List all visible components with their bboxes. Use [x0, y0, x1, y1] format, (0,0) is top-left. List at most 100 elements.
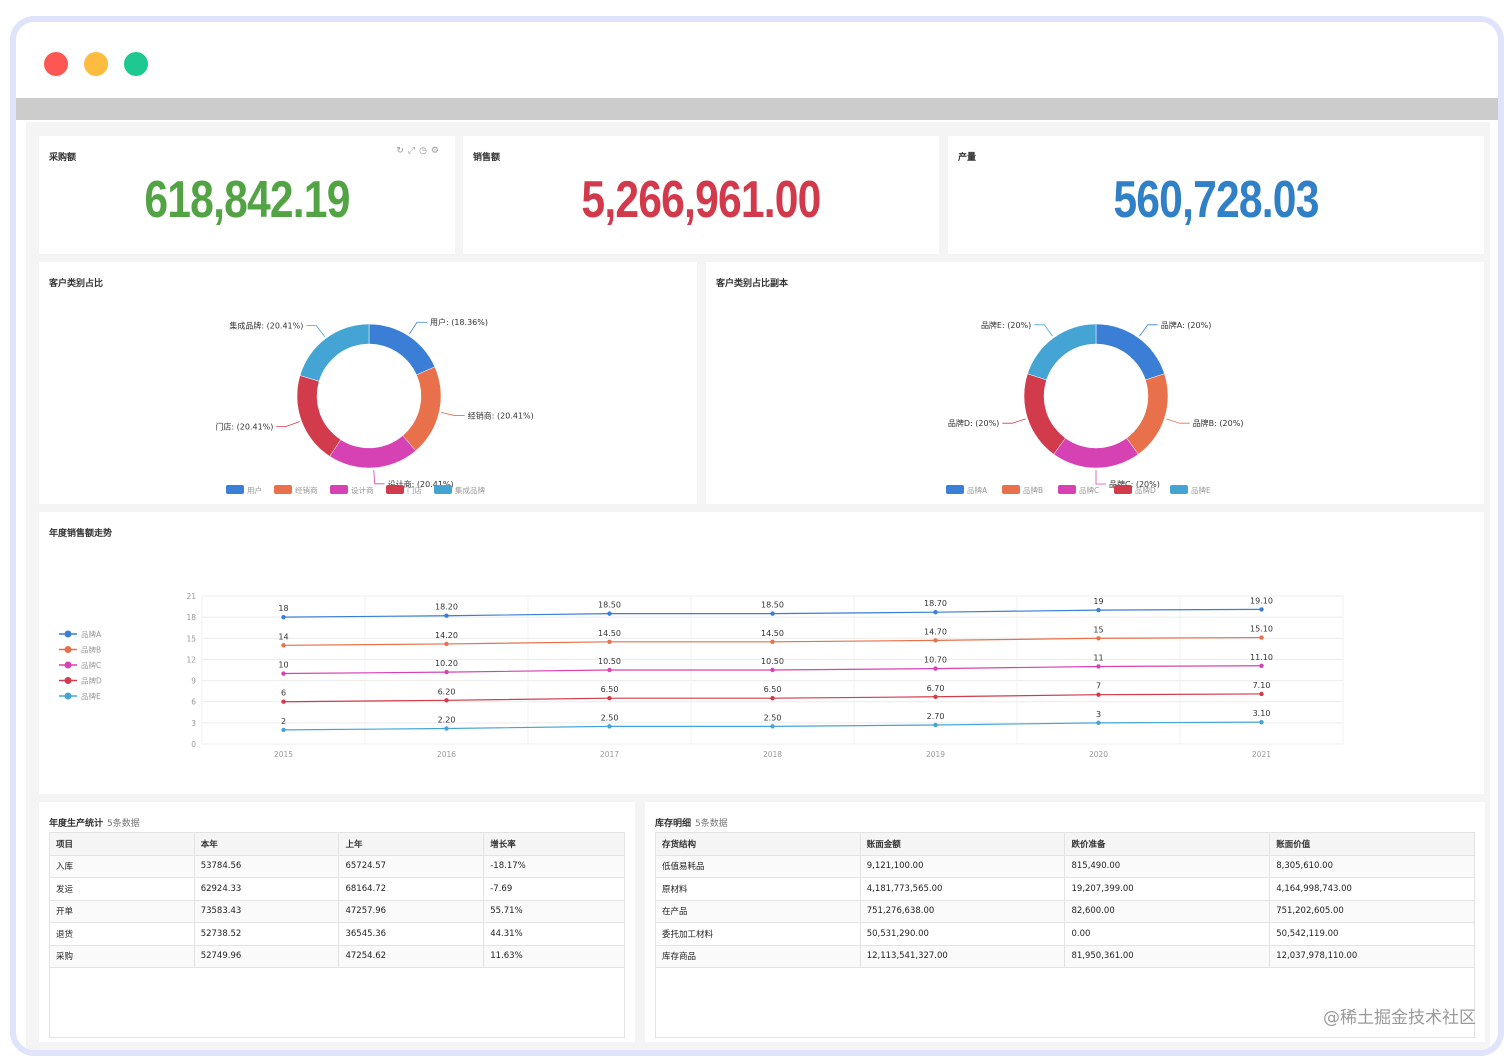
data-point[interactable] — [1096, 692, 1101, 697]
donut-slice-用户[interactable] — [368, 323, 436, 376]
legend-item-设计商[interactable]: 设计商 — [330, 485, 374, 495]
legend-item-品牌D[interactable]: 品牌D — [59, 676, 102, 686]
data-point[interactable] — [281, 643, 286, 648]
column-header[interactable]: 上年 — [338, 832, 485, 856]
table-row[interactable]: 入库 53784.56 65724.57 -18.17% — [49, 854, 625, 878]
column-header[interactable]: 本年 — [193, 832, 340, 856]
table-row[interactable]: 退货 52738.52 36545.36 44.31% — [49, 922, 625, 946]
data-point[interactable] — [1259, 635, 1264, 640]
legend-item-品牌D[interactable]: 品牌D — [1114, 485, 1156, 495]
legend-marker — [64, 646, 72, 653]
data-point[interactable] — [444, 613, 449, 618]
table-row[interactable]: 发运 62924.33 68164.72 -7.69 — [49, 877, 625, 901]
data-point[interactable] — [770, 724, 775, 729]
clock-icon[interactable]: ◷ — [419, 146, 431, 156]
legend-item-品牌B[interactable]: 品牌B — [59, 645, 101, 655]
donut-slice-品牌A[interactable] — [1095, 323, 1165, 381]
data-point[interactable] — [933, 666, 938, 671]
legend-label: 品牌D — [81, 676, 102, 686]
donut-slice-品牌E[interactable] — [1027, 323, 1097, 381]
legend-swatch — [330, 485, 348, 494]
data-point[interactable] — [281, 671, 286, 676]
data-point[interactable] — [607, 639, 612, 645]
data-point[interactable] — [1259, 719, 1264, 725]
table-row[interactable]: 采购 52749.96 47254.62 11.63% — [49, 944, 625, 968]
data-point[interactable] — [933, 694, 938, 699]
column-header[interactable]: 账面金额 — [859, 832, 1066, 856]
column-header[interactable]: 增长率 — [483, 832, 625, 856]
legend-item-品牌C[interactable]: 品牌C — [1058, 485, 1099, 495]
browser-window: 采购额 ↻⤢◷⚙ 618,842.19 销售额 5,266,961.00 产量 … — [10, 16, 1504, 1056]
donut-slice-设计商[interactable] — [329, 435, 417, 469]
donut-slice-品牌D[interactable] — [1023, 373, 1066, 455]
column-header[interactable]: 项目 — [49, 832, 195, 856]
donut-slice-品牌C[interactable] — [1053, 437, 1139, 469]
legend-item-品牌C[interactable]: 品牌C — [59, 660, 101, 670]
data-point[interactable] — [1096, 664, 1101, 669]
table-cell: 开单 — [49, 899, 195, 923]
table-row[interactable]: 库存商品 12,113,541,327.00 81,950,361.00 12,037… — [655, 944, 1475, 968]
close-window-button[interactable] — [44, 52, 68, 76]
legend-item-用户[interactable]: 用户 — [226, 485, 262, 495]
data-point[interactable] — [607, 695, 612, 701]
data-point[interactable] — [1259, 691, 1264, 697]
legend-item-品牌E[interactable]: 品牌E — [59, 691, 101, 701]
data-point[interactable] — [607, 724, 612, 729]
data-point[interactable] — [770, 611, 775, 616]
column-header[interactable]: 存货结构 — [655, 832, 861, 856]
data-point[interactable] — [1259, 663, 1264, 668]
data-point[interactable] — [607, 611, 612, 616]
x-tick-label: 2018 — [763, 750, 782, 759]
legend-item-品牌A[interactable]: 品牌A — [946, 485, 988, 495]
donut-slice-品牌B[interactable] — [1126, 373, 1169, 455]
data-point[interactable] — [1096, 720, 1101, 726]
donut-slice-集成品牌[interactable] — [299, 323, 370, 382]
data-label: 6.20 — [438, 687, 456, 696]
data-point[interactable] — [770, 667, 775, 673]
data-point[interactable] — [1096, 636, 1101, 641]
legend-item-经销商[interactable]: 经销商 — [274, 485, 318, 495]
legend-item-品牌B[interactable]: 品牌B — [1002, 485, 1043, 495]
legend-item-门店[interactable]: 门店 — [386, 485, 422, 495]
minimize-window-button[interactable] — [84, 52, 108, 76]
table-row[interactable]: 开单 73583.43 47257.96 55.71% — [49, 899, 625, 923]
data-point[interactable] — [281, 727, 286, 733]
data-point[interactable] — [770, 695, 775, 701]
data-point[interactable] — [444, 698, 449, 703]
data-point[interactable] — [933, 610, 938, 615]
donut-slice-门店[interactable] — [296, 375, 341, 457]
column-header[interactable]: 账面价值 — [1269, 832, 1475, 856]
data-point[interactable] — [281, 699, 286, 704]
data-point[interactable] — [281, 614, 286, 620]
data-point[interactable] — [444, 669, 449, 675]
expand-icon[interactable]: ⤢ — [407, 146, 420, 156]
data-point[interactable] — [933, 638, 938, 643]
label-leader-line — [1095, 470, 1106, 485]
table-row[interactable]: 原材料 4,181,773,565.00 19,207,399.00 4,164,99… — [655, 877, 1475, 901]
table-row[interactable]: 在产品 751,276,638.00 82,600.00 751,202,605.00 — [655, 899, 1475, 923]
kpi-value: 5,266,961.00 — [581, 171, 821, 229]
kpi-title: 产量 — [958, 153, 977, 163]
data-point[interactable] — [607, 667, 612, 673]
data-label: 2.50 — [601, 713, 619, 722]
data-point[interactable] — [770, 639, 775, 645]
refresh-icon[interactable]: ↻ — [396, 146, 408, 156]
data-point[interactable] — [444, 726, 449, 731]
table-row[interactable]: 低值易耗品 9,121,100.00 815,490.00 8,305,610.00 — [655, 854, 1475, 878]
data-point[interactable] — [1096, 607, 1101, 613]
legend-item-品牌A[interactable]: 品牌A — [59, 629, 102, 639]
legend-item-集成品牌[interactable]: 集成品牌 — [434, 485, 485, 495]
data-point[interactable] — [1259, 607, 1264, 612]
maximize-window-button[interactable] — [124, 52, 148, 76]
data-point[interactable] — [933, 722, 938, 728]
gear-icon[interactable]: ⚙ — [430, 146, 443, 156]
legend-label: 用户 — [247, 485, 262, 495]
chart-title: 客户类别占比 — [49, 279, 104, 289]
data-point[interactable] — [444, 641, 449, 647]
donut-slice-经销商[interactable] — [402, 366, 442, 452]
table-cell: 62924.33 — [193, 877, 340, 901]
legend-item-品牌E[interactable]: 品牌E — [1170, 485, 1211, 495]
table-row[interactable]: 委托加工材料 50,531,290.00 0.00 50,542,119.00 — [655, 922, 1475, 946]
column-header[interactable]: 跌价准备 — [1064, 832, 1271, 856]
address-bar[interactable] — [16, 98, 1498, 120]
